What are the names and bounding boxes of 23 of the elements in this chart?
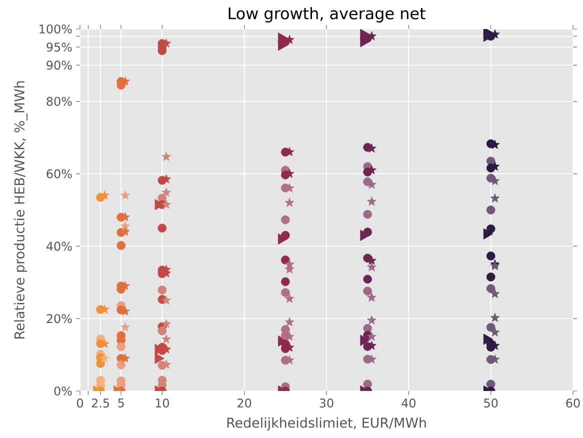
chart-title: Low growth, average net [228, 7, 426, 22]
x-tick-label: 30 [320, 398, 334, 408]
y-axis-title: Relatieve productie HEB/WKK, %_MWh [14, 81, 28, 338]
x-tick-label: 0 [76, 398, 84, 408]
y-tick-label: 40% [46, 242, 72, 251]
x-axis-title: Redelijkheidslimiet, EUR/MWh [227, 417, 426, 430]
x-tick-label: 20 [238, 398, 252, 408]
x-tick-label: 5 [118, 398, 124, 408]
point [360, 334, 370, 346]
point [483, 228, 494, 240]
x-tick-label: 40 [402, 398, 416, 408]
x-tick-label: 50 [484, 398, 498, 408]
y-tick-label: 80% [46, 96, 72, 106]
x-tick-label: 60 [566, 398, 580, 408]
x-tick-label: 2.5 [92, 398, 110, 408]
y-tick-label: 0% [54, 386, 72, 396]
y-tick-label: 90% [46, 60, 72, 70]
y-tick-label: 100% [40, 24, 72, 34]
y-tick-label: 95% [46, 42, 72, 52]
y-tick-label: 60% [46, 169, 72, 178]
point [154, 352, 164, 364]
y-tick-label: 20% [46, 314, 72, 324]
x-tick-label: 10 [156, 398, 169, 408]
